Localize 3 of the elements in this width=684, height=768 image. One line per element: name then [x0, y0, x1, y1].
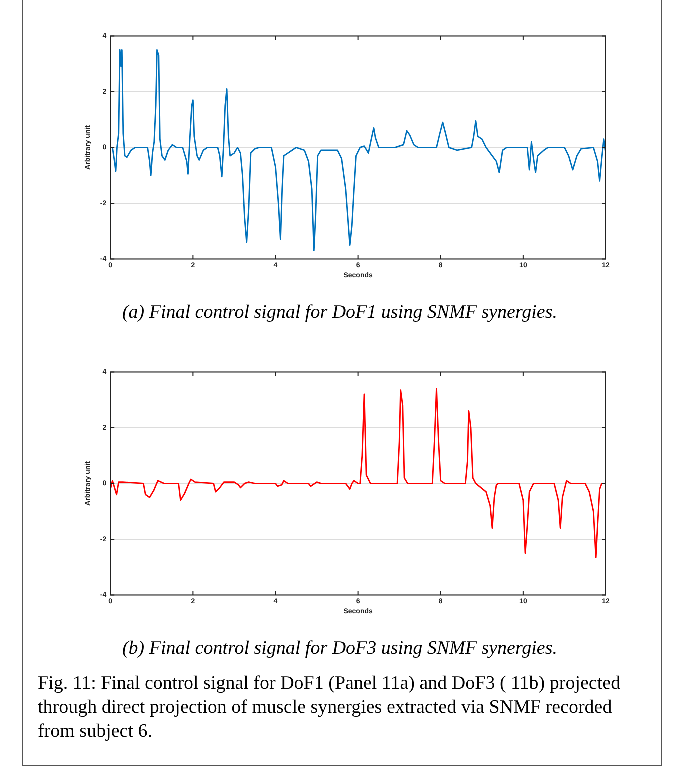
- caption: Fig. 11: Final control signal for DoF1 (Panel 11a) and DoF3 ( 11b) projected through direct projection of muscle synergies extracted via SNMF recorded from subject 6.: [38, 672, 622, 744]
- text: (b) Final control signal for DoF3 using SNMF synergies.: [121, 638, 559, 660]
- text: (a) Final control signal for DoF1 using SNMF synergies.: [121, 302, 559, 324]
